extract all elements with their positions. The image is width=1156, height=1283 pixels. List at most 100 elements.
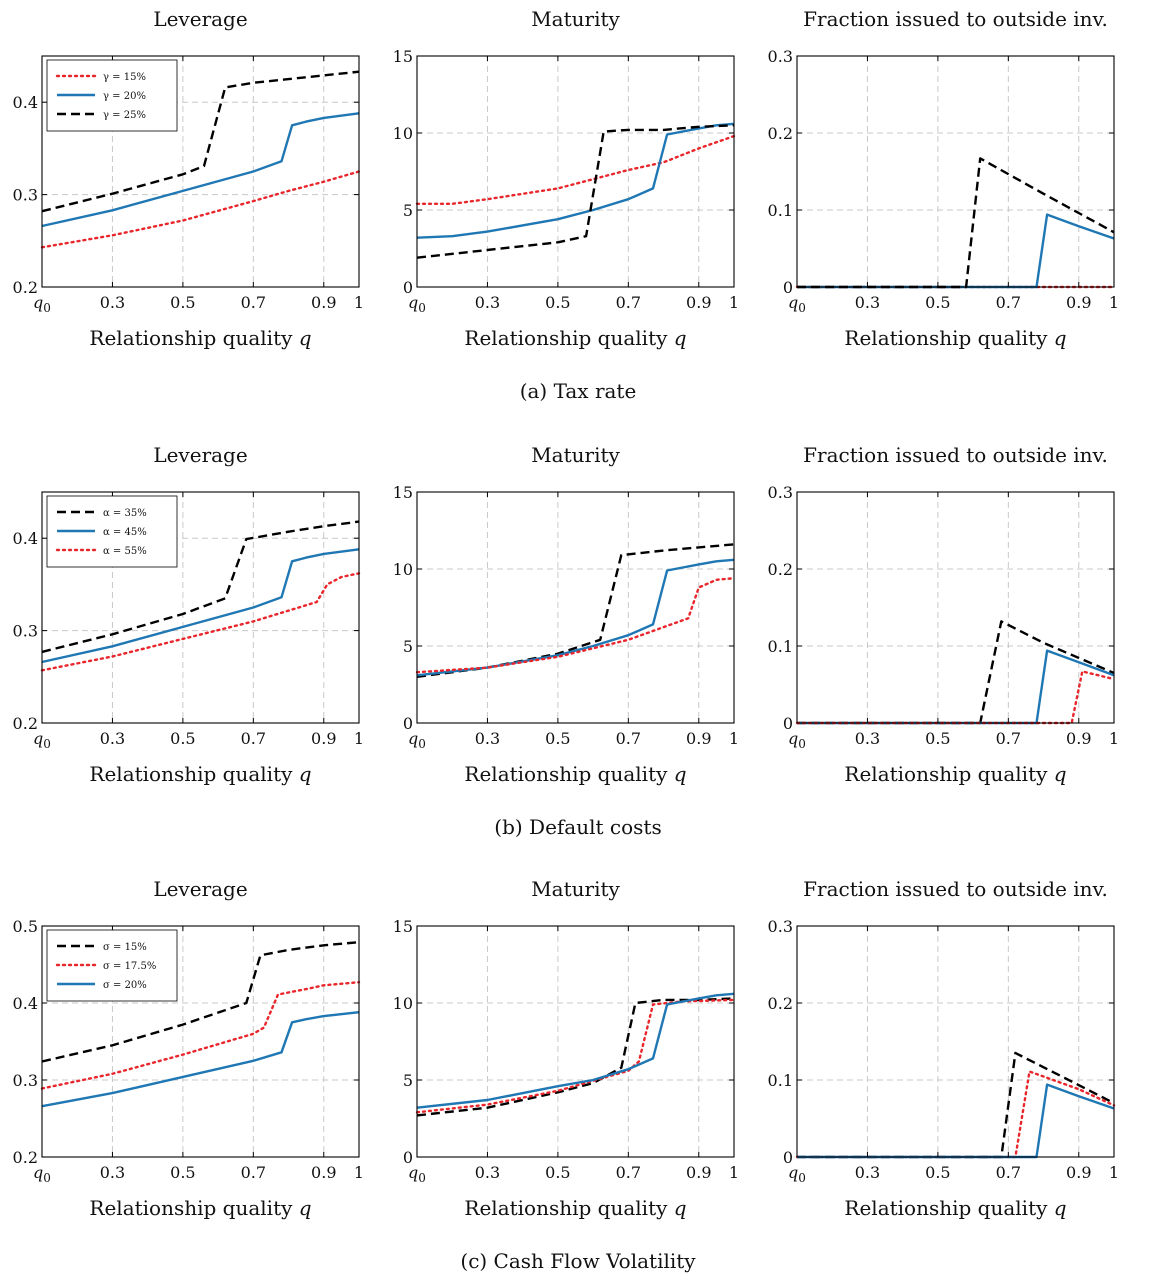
chart-title: Fraction issued to outside inv. xyxy=(803,443,1108,467)
legend-label: α = 55% xyxy=(103,546,147,557)
plot-frame xyxy=(41,55,360,288)
series-line xyxy=(416,124,735,259)
y-tick-label: 0.3 xyxy=(768,47,793,66)
y-tick-label: 10 xyxy=(393,124,413,143)
x-tick-label: 0.9 xyxy=(311,293,336,312)
x-tick-label: 0.3 xyxy=(855,1163,880,1182)
x-tick-label-sub: 0 xyxy=(798,301,806,315)
row-caption: (c) Cash Flow Volatility xyxy=(460,1249,696,1273)
x-axis-label-var: q xyxy=(299,1196,312,1220)
y-tick-label: 0.1 xyxy=(768,637,793,656)
x-tick-label: 1 xyxy=(729,1163,739,1182)
chart-panel: Fraction issued to outside inv.q0 0.3 0.5 0… xyxy=(768,443,1120,786)
y-tick-label: 0.4 xyxy=(13,93,38,112)
x-tick-label: 0.7 xyxy=(616,293,641,312)
x-tick-label-sub: 0 xyxy=(798,737,806,751)
x-axis-label-text: Relationship quality xyxy=(464,326,673,350)
x-axis-label: Relationship quality q xyxy=(89,326,311,350)
y-tick-label: 15 xyxy=(393,483,413,502)
series-line xyxy=(41,520,360,654)
x-tick-label: 0.3 xyxy=(100,1163,125,1182)
legend-label: γ = 20% xyxy=(103,91,146,102)
y-tick-label: 10 xyxy=(393,560,413,579)
x-tick-label: q0 xyxy=(33,1163,51,1185)
legend-label: σ = 20% xyxy=(103,980,147,991)
x-tick-label: q0 xyxy=(408,729,426,751)
chart-panel: Fraction issued to outside inv.q0 0.3 0.5 0… xyxy=(768,7,1120,350)
series-line xyxy=(40,572,361,672)
x-tick-label: 0.5 xyxy=(170,293,195,312)
legend-label: α = 45% xyxy=(103,527,147,538)
x-tick-label: 0.7 xyxy=(996,293,1021,312)
plot-frame xyxy=(41,491,360,724)
plot-frame xyxy=(416,925,735,1158)
x-tick-label: 0.7 xyxy=(241,293,266,312)
x-tick-label: 0.9 xyxy=(311,1163,336,1182)
chart-title: Leverage xyxy=(153,443,247,467)
series-line xyxy=(416,122,735,239)
x-axis-label: Relationship quality q xyxy=(844,762,1066,786)
x-tick-label-sub: 0 xyxy=(43,737,51,751)
x-tick-label: 0.3 xyxy=(855,293,880,312)
series-line xyxy=(415,998,736,1114)
y-tick-label: 15 xyxy=(393,917,413,936)
series-line xyxy=(416,558,735,677)
x-tick-label: 0.9 xyxy=(1066,729,1091,748)
legend: σ = 15% σ = 17.5% σ = 20% xyxy=(46,929,178,1002)
y-tick-label: 0.2 xyxy=(13,714,38,733)
x-tick-label: 0.5 xyxy=(170,729,195,748)
x-tick-label-sub: 0 xyxy=(43,301,51,315)
x-axis-label: Relationship quality q xyxy=(464,326,686,350)
series-line xyxy=(416,543,735,678)
x-tick-label-sub: 0 xyxy=(418,301,426,315)
x-tick-label: 0.5 xyxy=(925,1163,950,1182)
y-tick-label: 0.5 xyxy=(13,917,38,936)
x-tick-label-sub: 0 xyxy=(418,1171,426,1185)
series-line xyxy=(797,649,1115,725)
series-line xyxy=(795,1070,1116,1159)
series-line xyxy=(41,1011,360,1108)
plot-frame xyxy=(416,55,735,288)
x-tick-label: 0.9 xyxy=(1066,293,1091,312)
plot-frame xyxy=(41,925,360,1158)
plot-frame xyxy=(796,55,1115,288)
chart-title: Fraction issued to outside inv. xyxy=(803,7,1108,31)
y-tick-label: 0.2 xyxy=(13,278,38,297)
x-axis-label-text: Relationship quality xyxy=(89,326,298,350)
legend-label: σ = 17.5% xyxy=(103,961,156,972)
x-axis-label: Relationship quality q xyxy=(89,762,311,786)
series-line xyxy=(795,670,1116,725)
x-axis-label: Relationship quality q xyxy=(464,1196,686,1220)
x-tick-label: q0 xyxy=(33,729,51,751)
x-tick-label: 1 xyxy=(729,729,739,748)
x-axis-label-var: q xyxy=(1054,326,1067,350)
chart-panel: Fraction issued to outside inv.q0 0.3 0.5 0… xyxy=(768,877,1120,1220)
series-line xyxy=(40,170,361,249)
x-tick-label-q: q xyxy=(788,729,798,748)
legend: α = 35% α = 45% α = 55% xyxy=(46,495,178,568)
y-tick-label: 0 xyxy=(783,714,793,733)
series-line xyxy=(41,548,360,664)
y-tick-label: 0 xyxy=(403,714,413,733)
x-tick-label: 0.9 xyxy=(1066,1163,1091,1182)
x-tick-label: 0.7 xyxy=(241,1163,266,1182)
y-tick-label: 0.2 xyxy=(768,560,793,579)
y-tick-label: 5 xyxy=(403,1071,413,1090)
x-tick-label: 1 xyxy=(1109,293,1119,312)
x-tick-label-q: q xyxy=(788,1163,798,1182)
y-tick-label: 0 xyxy=(783,1148,793,1167)
series-line xyxy=(797,1083,1115,1159)
x-tick-label: 0.5 xyxy=(545,293,570,312)
x-tick-label-q: q xyxy=(408,729,418,748)
x-tick-label-q: q xyxy=(788,293,798,312)
x-tick-label: q0 xyxy=(33,293,51,315)
x-tick-label-sub: 0 xyxy=(798,1171,806,1185)
x-tick-label: 0.9 xyxy=(311,729,336,748)
x-tick-label: 1 xyxy=(1109,1163,1119,1182)
series-line xyxy=(416,992,735,1109)
x-axis-label-var: q xyxy=(674,1196,687,1220)
